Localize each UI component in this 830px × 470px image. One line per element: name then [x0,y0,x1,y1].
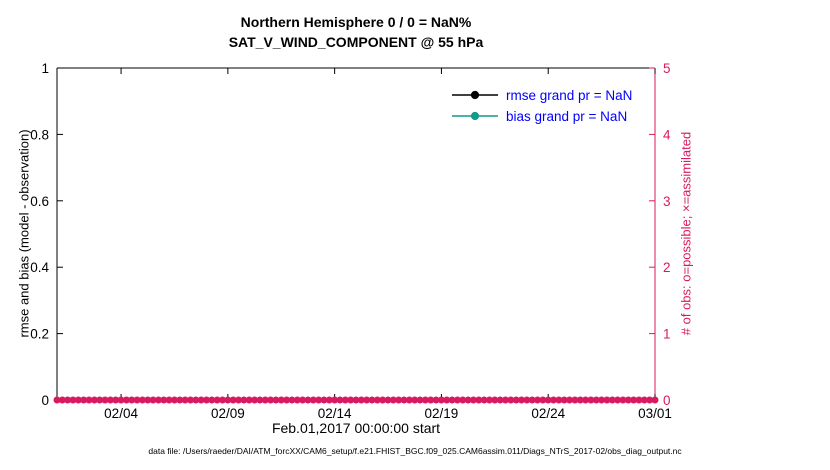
tick-label: 02/24 [531,406,565,421]
tick-label: 5 [663,61,671,76]
obs-possible-marker [651,396,659,404]
legend-label-rmse: rmse grand pr = NaN [506,87,633,103]
chart-title-line1: Northern Hemisphere 0 / 0 = NaN% [240,14,472,30]
tick-label: 3 [663,194,671,209]
tick-label: 0.8 [30,127,49,142]
tick-label: 2 [663,260,671,275]
legend-row-rmse: rmse grand pr = NaN [450,86,632,104]
legend-label-bias: bias grand pr = NaN [506,108,628,124]
tick-label: 0 [663,393,671,408]
chart-title: Northern Hemisphere 0 / 0 = NaN% SAT_V_W… [57,12,655,52]
tick-label: 1 [663,327,671,342]
tick-label: 4 [663,127,671,142]
legend-row-bias: bias grand pr = NaN [450,107,632,125]
tick-label: 0.2 [30,327,49,342]
rmse-line-sample-icon [452,90,498,100]
tick-label: 0.4 [30,260,49,275]
tick-label: 0 [41,393,49,408]
bias-line-sample-icon [452,111,498,121]
data-file-caption: data file: /Users/raeder/DAI/ATM_forcXX/… [148,446,682,456]
tick-label: 02/19 [425,406,459,421]
tick-label: 02/04 [104,406,138,421]
tick-label: 02/09 [211,406,245,421]
legend: rmse grand pr = NaN bias grand pr = NaN [450,86,632,125]
tick-label: 0.6 [30,194,49,209]
tick-label: 03/01 [638,406,672,421]
x-axis-label: Feb.01,2017 00:00:00 start [271,420,441,436]
tick-label: 1 [41,61,49,76]
chart-title-line2: SAT_V_WIND_COMPONENT @ 55 hPa [228,34,484,50]
tick-label: 02/14 [318,406,352,421]
